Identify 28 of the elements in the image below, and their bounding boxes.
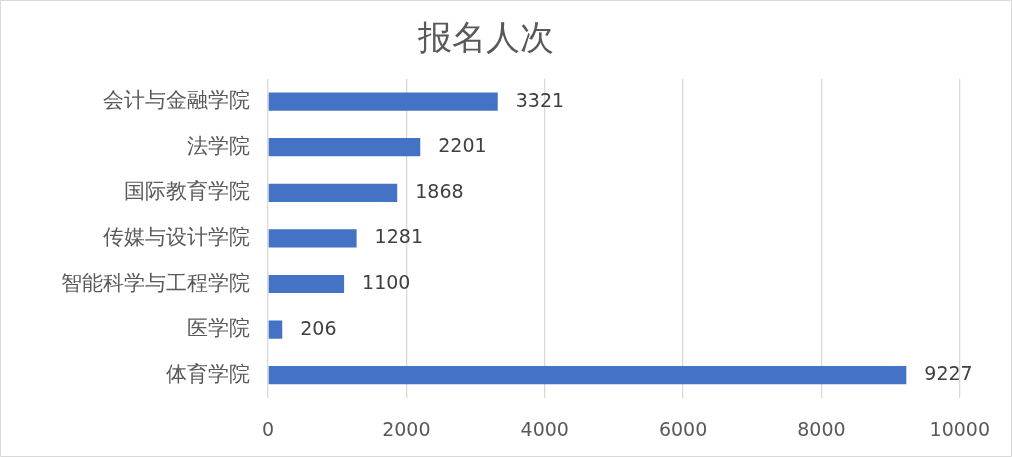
- data-label: 1281: [374, 225, 423, 248]
- x-tick-label: 8000: [797, 418, 846, 441]
- data-label: 3321: [515, 88, 565, 111]
- bar: [268, 229, 357, 248]
- bar: [268, 320, 283, 339]
- y-tick-label: 医学院: [187, 316, 250, 341]
- data-label: 1100: [362, 270, 411, 293]
- data-label: 206: [300, 316, 337, 339]
- bar: [268, 138, 421, 157]
- y-tick-label: 传媒与设计学院: [103, 224, 250, 249]
- x-tick-label: 10000: [929, 418, 991, 441]
- y-tick-label: 国际教育学院: [124, 179, 250, 204]
- x-tick-label: 2000: [382, 418, 431, 441]
- y-tick-label: 会计与金融学院: [103, 88, 250, 113]
- x-tick-label: 6000: [658, 418, 708, 441]
- x-tick-label: 0: [261, 418, 275, 441]
- y-tick-label: 智能科学与工程学院: [61, 270, 250, 295]
- bar: [268, 366, 907, 385]
- bar: [268, 183, 398, 202]
- x-tick-label: 4000: [520, 418, 569, 441]
- bar: [268, 92, 498, 111]
- y-tick-label: 法学院: [187, 133, 250, 158]
- data-label: 2201: [438, 134, 487, 157]
- chart-title: 报名人次: [416, 19, 554, 57]
- data-label: 1868: [415, 179, 464, 202]
- y-tick-label: 体育学院: [166, 361, 250, 386]
- bar: [268, 274, 345, 294]
- data-label: 9227: [924, 362, 973, 385]
